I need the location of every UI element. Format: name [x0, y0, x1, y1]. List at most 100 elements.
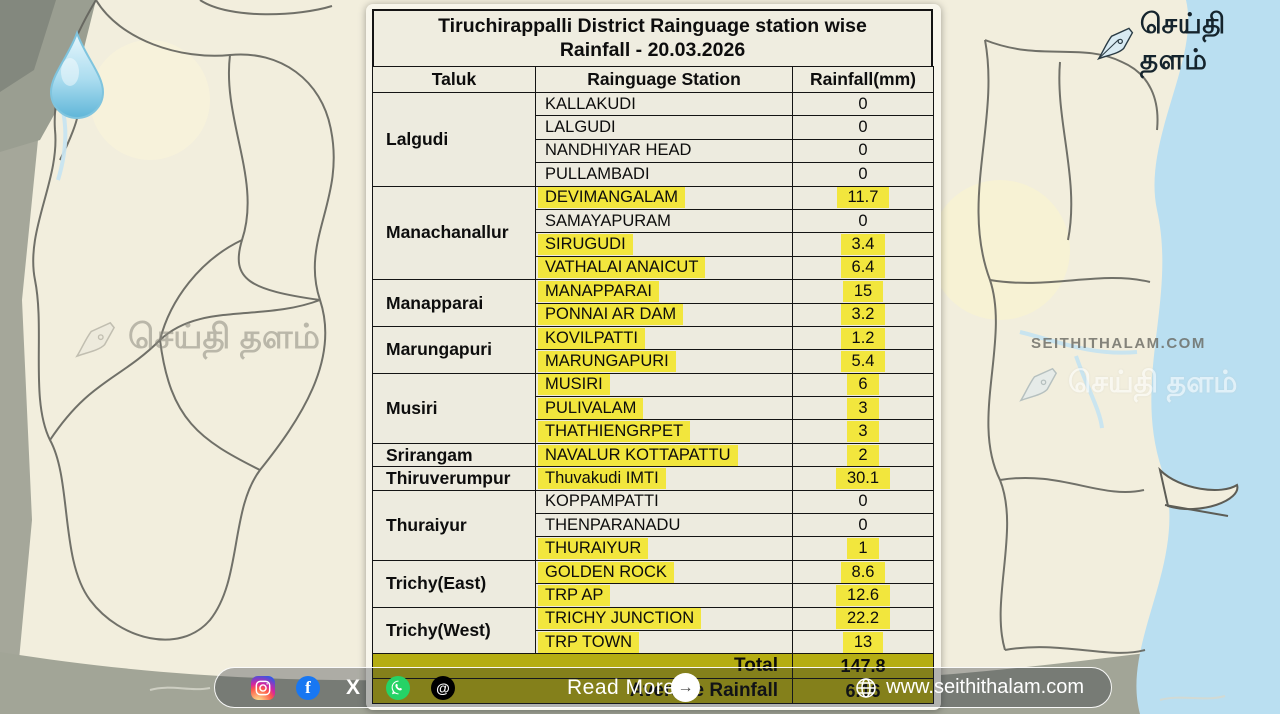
rainfall-cell: 3.4 [792, 232, 934, 257]
total-label: Total [372, 653, 793, 680]
rainfall-value: 13 [842, 631, 884, 653]
station-name: TRICHY JUNCTION [538, 608, 702, 630]
rainfall-cell: 0 [792, 513, 934, 538]
rainfall-table-body: Lalgudi KALLAKUDI 0 LALGUDI 0 NANDHIYAR HEAD 0… [372, 91, 934, 655]
taluk-cell: Marungapuri [372, 325, 536, 374]
table-row: NANDHIYAR HEAD 0 [373, 138, 934, 164]
station-cell: GOLDEN ROCK [535, 559, 793, 585]
rainfall-cell: 3.2 [792, 302, 934, 327]
globe-icon [856, 677, 876, 698]
station-cell: NAVALUR KOTTAPATTU [535, 442, 793, 468]
col-header-taluk: Taluk [372, 66, 536, 93]
rainfall-cell: 12.6 [792, 583, 934, 608]
seithi-thalam-logo: செய்தி தளம் [1096, 8, 1280, 80]
rainfall-cell: 1.2 [792, 325, 934, 351]
table-row: PONNAI AR DAM 3.2 [373, 302, 934, 327]
arrow-right-icon[interactable]: → [671, 673, 700, 702]
rainfall-value: 12.6 [835, 584, 891, 606]
table-row: Thiruverumpur Thuvakudi IMTI 30.1 [372, 466, 934, 491]
rainfall-cell: 13 [792, 629, 934, 655]
rainfall-cell: 6.4 [792, 255, 934, 281]
threads-icon[interactable]: @ [431, 675, 455, 700]
rainfall-cell: 0 [792, 138, 934, 164]
station-cell: VATHALAI ANAICUT [535, 255, 793, 281]
station-cell: KOPPAMPATTI [535, 489, 793, 515]
col-header-station: Rainguage Station [535, 66, 793, 93]
whatsapp-icon[interactable] [386, 675, 410, 700]
table-row: SAMAYAPURAM 0 [373, 208, 934, 234]
instagram-icon[interactable] [251, 675, 275, 700]
rainfall-cell: 30.1 [792, 466, 934, 491]
table-row: LALGUDI 0 [373, 115, 934, 140]
table-row: TRP AP 12.6 [373, 583, 934, 608]
taluk-cell: Lalgudi [372, 92, 536, 187]
rainfall-value: 3.4 [840, 234, 886, 256]
table-row: Manachanallur DEVIMANGALAM 11.7 [372, 185, 934, 281]
station-name: PONNAI AR DAM [538, 304, 684, 326]
table-row: PULLAMBADI 0 [373, 162, 934, 187]
x-twitter-icon[interactable]: X [341, 676, 365, 700]
rainfall-cell: 15 [792, 279, 934, 304]
station-cell: TRP AP [535, 583, 793, 608]
station-cell: THATHIENGRPET [535, 419, 793, 444]
station-cell: THURAIYUR [535, 536, 793, 561]
station-name: MUSIRI [538, 374, 610, 396]
station-name: NANDHIYAR HEAD [545, 141, 692, 160]
rainfall-value: 1.2 [840, 327, 886, 349]
read-more-button[interactable]: Read More [567, 675, 676, 699]
pen-nib-icon [75, 321, 116, 358]
table-row: VATHALAI ANAICUT 6.4 [373, 255, 934, 281]
rainfall-value: 0 [858, 211, 868, 230]
rainfall-cell: 0 [792, 208, 934, 234]
table-row: Manapparai MANAPPARAI 15 [372, 279, 934, 327]
rainfall-value: 8.6 [840, 561, 886, 583]
threads-glyph: @ [436, 679, 450, 696]
station-name: DEVIMANGALAM [538, 187, 685, 209]
station-cell: MUSIRI [535, 372, 793, 398]
pen-nib-icon [1096, 27, 1134, 61]
header-row: Taluk Rainguage Station Rainfall(mm) [372, 66, 934, 93]
station-cell: DEVIMANGALAM [535, 185, 793, 210]
rainfall-value: 11.7 [836, 187, 890, 209]
table-row: Thuraiyur KOPPAMPATTI 0 [372, 489, 934, 561]
table-title: Tiruchirappalli District Rainguage stati… [372, 9, 933, 66]
water-drop-icon [50, 30, 104, 119]
rainfall-cell: 6 [792, 372, 934, 398]
station-cell: PULLAMBADI [535, 162, 793, 187]
station-cell: KALLAKUDI [535, 91, 793, 117]
rainfall-table: Taluk Rainguage Station Rainfall(mm) Lal… [372, 66, 934, 705]
station-name: MANAPPARAI [538, 280, 659, 302]
facebook-icon[interactable]: f [296, 675, 320, 700]
table-row: Trichy(West) TRICHY JUNCTION 22.2 [372, 606, 934, 655]
rainfall-value: 0 [858, 94, 868, 113]
station-cell: SAMAYAPURAM [535, 208, 793, 234]
watermark-text: செய்தி தளம் [128, 318, 320, 356]
taluk-cell: Thiruverumpur [372, 466, 536, 491]
station-cell: Thuvakudi IMTI [535, 466, 793, 491]
taluk-cell: Trichy(West) [372, 606, 536, 655]
rainfall-cell: 0 [792, 489, 934, 515]
website-link[interactable]: www.seithithalam.com [854, 668, 1084, 707]
table-row: MARUNGAPURI 5.4 [373, 349, 934, 374]
rainfall-value: 6 [847, 374, 879, 396]
rainfall-value: 30.1 [835, 467, 891, 489]
taluk-cell: Manachanallur [372, 185, 536, 281]
taluk-cell: Musiri [372, 372, 536, 444]
station-name: TRP AP [538, 584, 611, 606]
watermark-text: செய்தி தளம் [1068, 366, 1238, 399]
rainfall-cell: 1 [792, 536, 934, 561]
rainfall-table-panel: Tiruchirappalli District Rainguage stati… [366, 4, 941, 711]
logo-text: செய்தி தளம் [1139, 8, 1226, 75]
taluk-cell: Thuraiyur [372, 489, 536, 561]
station-cell: MARUNGAPURI [535, 349, 793, 374]
taluk-cell: Trichy(East) [372, 559, 536, 608]
rainfall-value: 0 [858, 118, 868, 137]
x-glyph: X [345, 675, 360, 699]
station-name: SIRUGUDI [538, 234, 633, 256]
station-cell: LALGUDI [535, 115, 793, 140]
title-line-2: Rainfall - 20.03.2026 [559, 39, 746, 61]
watermark-url: SEITHITHALAM.COM [1031, 335, 1206, 352]
table-row: THURAIYUR 1 [373, 536, 934, 561]
table-row: Trichy(East) GOLDEN ROCK 8.6 [372, 559, 934, 608]
